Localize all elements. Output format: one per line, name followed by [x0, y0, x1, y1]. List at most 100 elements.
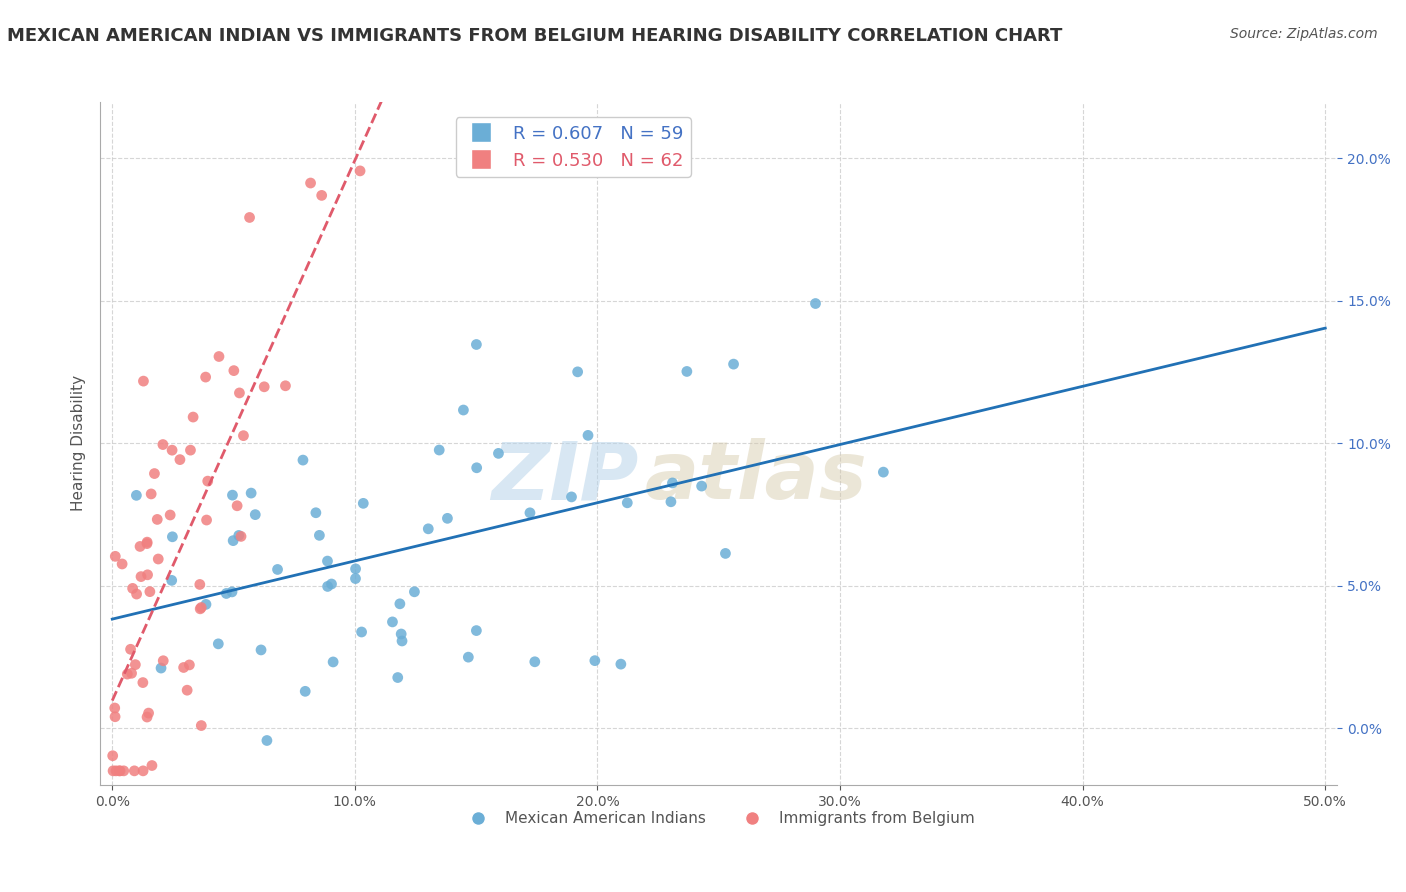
- Point: [117, 667, 139, 681]
- Point: [188, 577, 211, 591]
- Point: [125, 488, 148, 502]
- Point: [349, 164, 371, 178]
- Point: [124, 764, 146, 778]
- Point: [121, 582, 143, 596]
- Point: [124, 657, 146, 672]
- Point: [101, 748, 124, 763]
- Point: [229, 529, 252, 543]
- Point: [197, 474, 219, 488]
- Point: [104, 701, 127, 715]
- Point: [111, 557, 134, 571]
- Point: [388, 597, 411, 611]
- Point: [238, 211, 260, 225]
- Text: ZIP: ZIP: [491, 439, 638, 516]
- Point: [226, 499, 249, 513]
- Point: [465, 337, 488, 351]
- Point: [141, 487, 163, 501]
- Point: [404, 584, 426, 599]
- Text: MEXICAN AMERICAN INDIAN VS IMMIGRANTS FROM BELGIUM HEARING DISABILITY CORRELATIO: MEXICAN AMERICAN INDIAN VS IMMIGRANTS FR…: [7, 27, 1062, 45]
- Point: [188, 602, 211, 616]
- Point: [143, 467, 166, 481]
- Point: [266, 562, 288, 576]
- Point: [101, 764, 124, 778]
- Point: [676, 364, 699, 378]
- Point: [352, 496, 374, 510]
- Point: [129, 540, 152, 554]
- Point: [418, 522, 440, 536]
- Point: [132, 675, 155, 690]
- Point: [344, 562, 367, 576]
- Y-axis label: Hearing Disability: Hearing Disability: [72, 376, 86, 511]
- Point: [207, 637, 229, 651]
- Point: [141, 758, 163, 772]
- Text: atlas: atlas: [644, 439, 868, 516]
- Point: [228, 386, 250, 401]
- Point: [125, 587, 148, 601]
- Point: [387, 671, 409, 685]
- Point: [523, 655, 546, 669]
- Point: [232, 428, 254, 442]
- Point: [576, 428, 599, 442]
- Point: [567, 365, 589, 379]
- Point: [194, 370, 217, 384]
- Point: [560, 490, 582, 504]
- Point: [112, 764, 135, 778]
- Point: [146, 512, 169, 526]
- Point: [152, 437, 174, 451]
- Point: [159, 508, 181, 522]
- Point: [129, 569, 152, 583]
- Point: [610, 657, 633, 672]
- Point: [138, 706, 160, 720]
- Point: [221, 488, 243, 502]
- Point: [190, 600, 212, 615]
- Point: [457, 650, 479, 665]
- Point: [132, 764, 155, 778]
- Point: [465, 624, 488, 638]
- Point: [616, 496, 638, 510]
- Point: [427, 443, 450, 458]
- Point: [195, 598, 218, 612]
- Point: [723, 357, 745, 371]
- Text: Source: ZipAtlas.com: Source: ZipAtlas.com: [1230, 27, 1378, 41]
- Point: [453, 403, 475, 417]
- Point: [245, 508, 267, 522]
- Point: [104, 764, 127, 778]
- Point: [305, 506, 328, 520]
- Point: [222, 363, 245, 377]
- Point: [160, 443, 183, 458]
- Point: [108, 764, 131, 778]
- Point: [690, 479, 713, 493]
- Point: [136, 535, 159, 549]
- Point: [121, 666, 143, 681]
- Point: [160, 574, 183, 588]
- Point: [274, 378, 297, 392]
- Point: [179, 443, 201, 458]
- Point: [136, 710, 159, 724]
- Point: [488, 446, 510, 460]
- Point: [152, 654, 174, 668]
- Point: [659, 495, 682, 509]
- Point: [208, 350, 231, 364]
- Point: [344, 572, 367, 586]
- Point: [465, 460, 488, 475]
- Point: [872, 465, 894, 479]
- Point: [169, 452, 191, 467]
- Point: [190, 718, 212, 732]
- Point: [148, 552, 170, 566]
- Point: [139, 584, 162, 599]
- Point: [162, 530, 184, 544]
- Point: [321, 577, 343, 591]
- Point: [256, 733, 278, 747]
- Point: [311, 188, 333, 202]
- Point: [108, 764, 131, 778]
- Point: [389, 627, 412, 641]
- Point: [222, 533, 245, 548]
- Point: [179, 657, 201, 672]
- Point: [240, 486, 263, 500]
- Point: [308, 528, 330, 542]
- Point: [322, 655, 344, 669]
- Point: [150, 661, 173, 675]
- Point: [215, 586, 238, 600]
- Point: [804, 296, 827, 310]
- Point: [136, 567, 159, 582]
